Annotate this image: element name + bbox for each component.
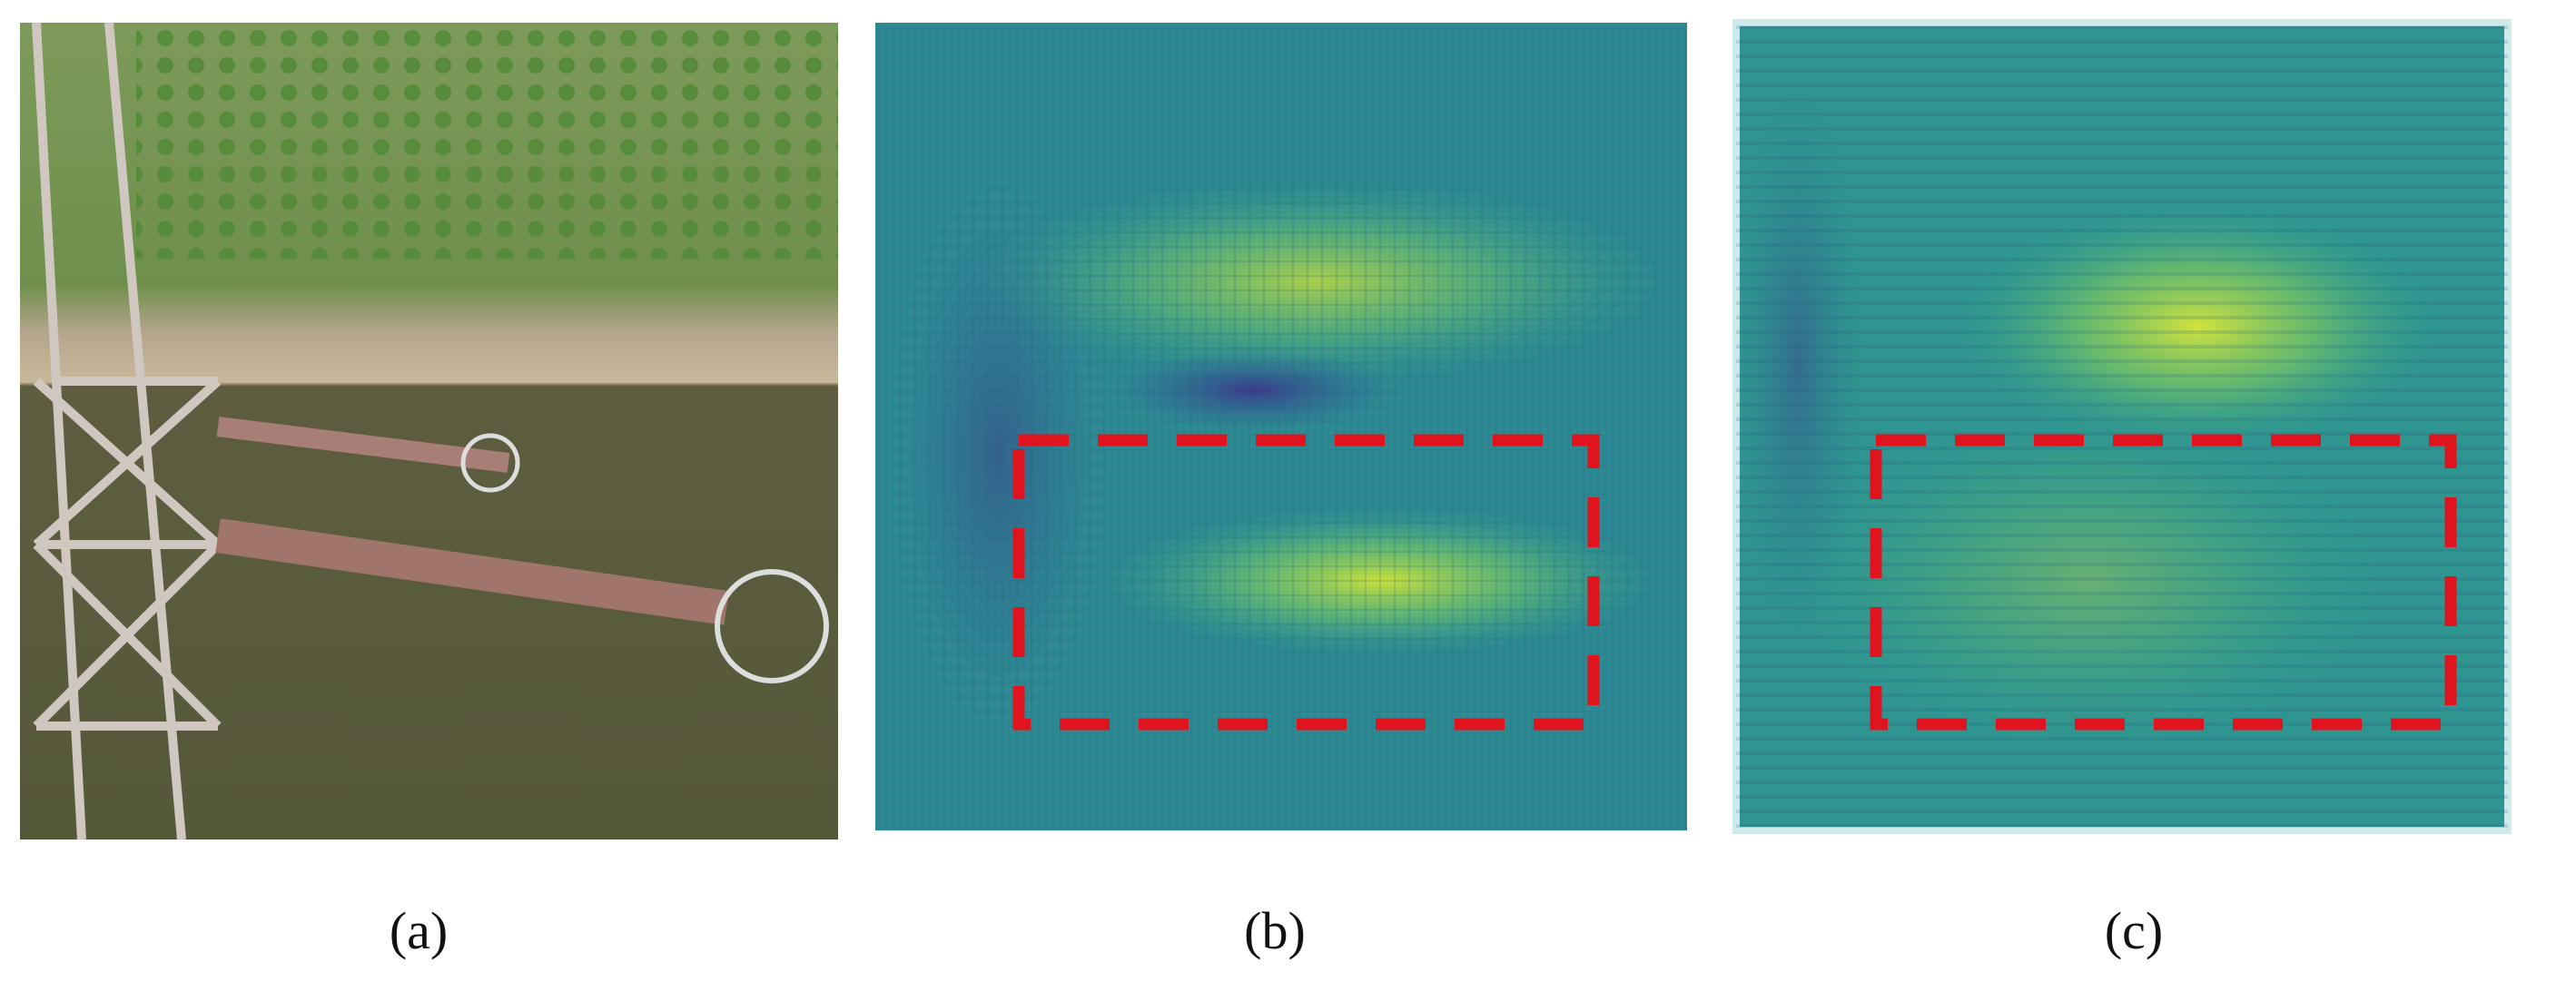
- heatmap-panel: [1732, 19, 2512, 834]
- panel-label: (b): [1244, 901, 1306, 960]
- heatmap-panel: [875, 23, 1687, 830]
- panel-label: (a): [390, 901, 448, 960]
- panel-label: (c): [2105, 901, 2163, 960]
- photo-panel: [20, 22, 838, 840]
